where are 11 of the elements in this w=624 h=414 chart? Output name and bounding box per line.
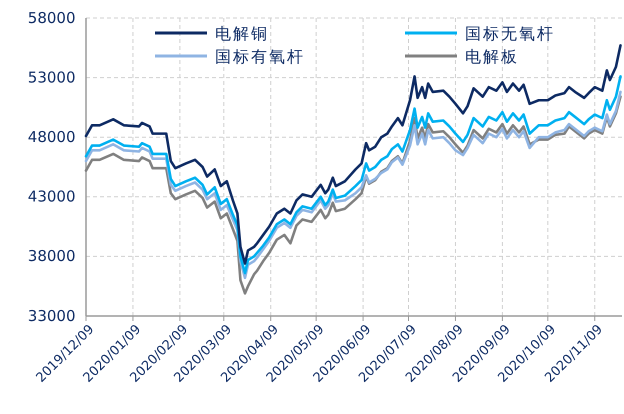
- y-tick-label: 48000: [28, 128, 76, 146]
- legend-label: 国标无氧杆: [465, 24, 555, 43]
- y-tick-label: 43000: [28, 188, 76, 206]
- legend-label: 国标有氧杆: [215, 47, 305, 66]
- y-tick-label: 58000: [28, 8, 76, 27]
- legend-label: 电解板: [465, 47, 519, 66]
- line-series: [84, 44, 622, 265]
- legend-label: 电解铜: [215, 24, 269, 43]
- y-tick-label: 33000: [28, 306, 76, 325]
- y-tick-label: 53000: [28, 68, 76, 86]
- y-tick-label: 38000: [28, 247, 76, 266]
